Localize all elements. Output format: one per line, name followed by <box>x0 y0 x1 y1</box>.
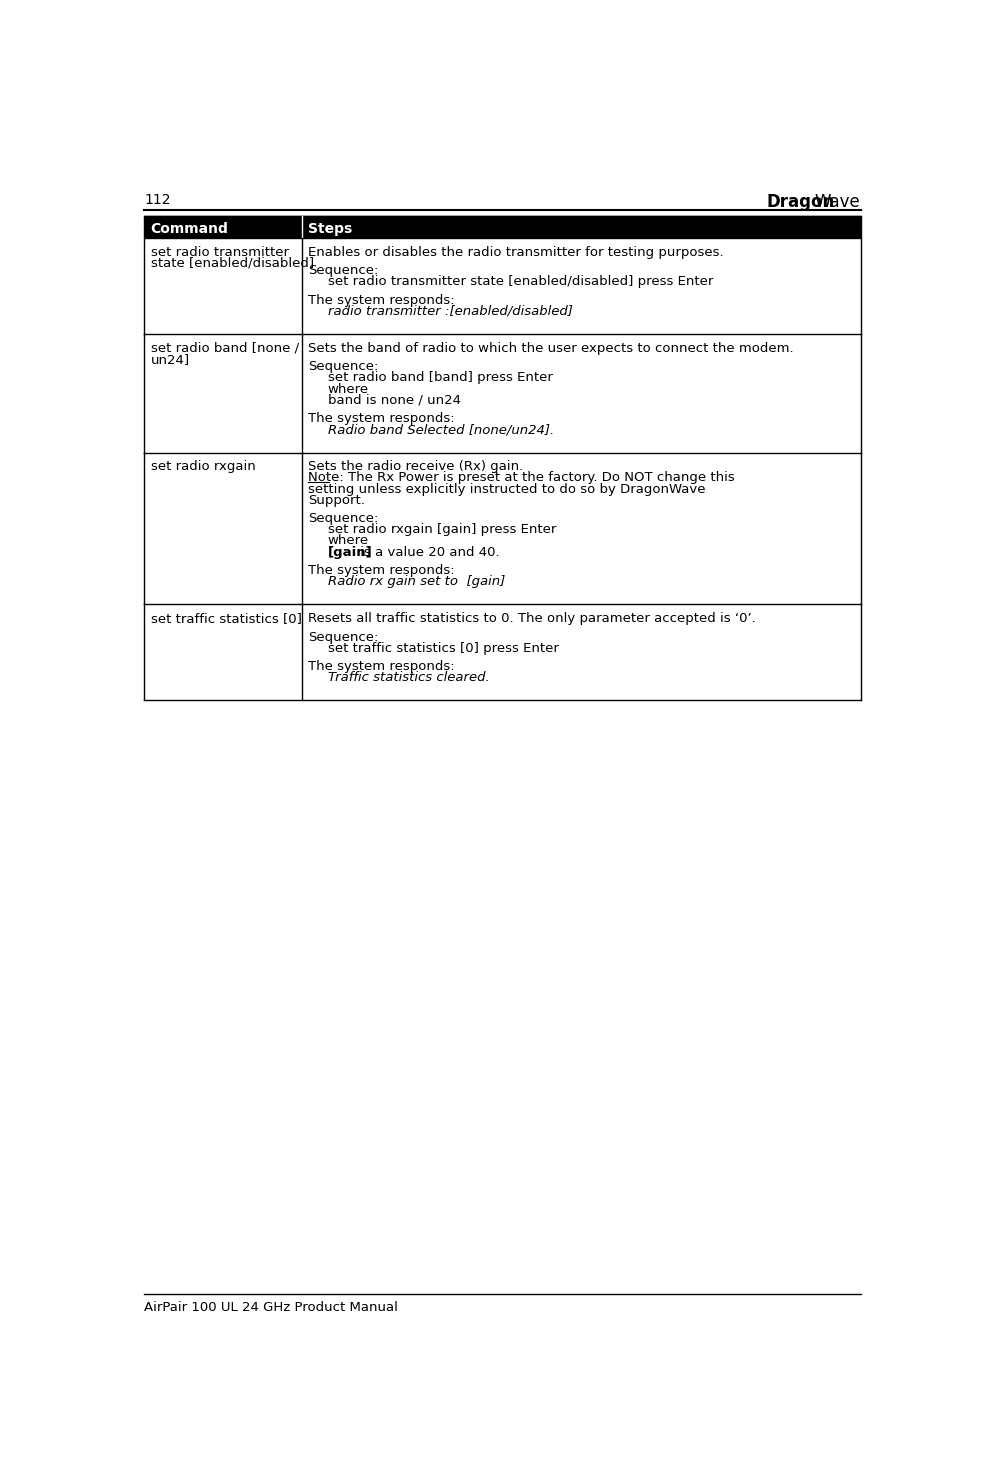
Text: The system responds:: The system responds: <box>308 564 455 577</box>
Text: state [enabled/disabled]: state [enabled/disabled] <box>150 257 314 270</box>
Text: where: where <box>328 383 369 396</box>
Text: Sequence:: Sequence: <box>308 264 379 277</box>
Text: set traffic statistics [0] press Enter: set traffic statistics [0] press Enter <box>328 642 558 654</box>
Text: Support.: Support. <box>308 494 365 507</box>
Text: is a value 20 and 40.: is a value 20 and 40. <box>355 546 499 559</box>
Text: 112: 112 <box>144 193 171 208</box>
Text: where: where <box>328 534 369 547</box>
Text: Steps: Steps <box>308 222 352 236</box>
Text: Wave: Wave <box>814 193 860 212</box>
Text: The system responds:: The system responds: <box>308 660 455 673</box>
Text: Note: The Rx Power is preset at the factory. Do NOT change this: Note: The Rx Power is preset at the fact… <box>308 472 735 485</box>
Text: un24]: un24] <box>150 353 189 366</box>
Text: Dragon: Dragon <box>766 193 835 212</box>
Text: setting unless explicitly instructed to do so by DragonWave: setting unless explicitly instructed to … <box>308 482 705 495</box>
Text: Sets the band of radio to which the user expects to connect the modem.: Sets the band of radio to which the user… <box>308 341 794 354</box>
Text: band is none / un24: band is none / un24 <box>328 393 461 406</box>
Bar <box>144 217 861 237</box>
Text: set radio transmitter: set radio transmitter <box>150 246 288 258</box>
Text: Traffic statistics cleared.: Traffic statistics cleared. <box>328 672 490 684</box>
Text: Command: Command <box>150 222 229 236</box>
Text: The system responds:: The system responds: <box>308 412 455 426</box>
Text: set radio band [none /: set radio band [none / <box>150 341 298 354</box>
Text: Sequence:: Sequence: <box>308 360 379 374</box>
Text: Sequence:: Sequence: <box>308 630 379 644</box>
Text: set radio transmitter state [enabled/disabled] press Enter: set radio transmitter state [enabled/dis… <box>328 276 713 288</box>
Text: Sequence:: Sequence: <box>308 512 379 525</box>
Text: set radio rxgain: set radio rxgain <box>150 460 255 473</box>
Text: set radio band [band] press Enter: set radio band [band] press Enter <box>328 371 552 384</box>
Text: set radio rxgain [gain] press Enter: set radio rxgain [gain] press Enter <box>328 523 556 537</box>
Text: Radio band Selected [none/un24].: Radio band Selected [none/un24]. <box>328 423 554 436</box>
Text: Enables or disables the radio transmitter for testing purposes.: Enables or disables the radio transmitte… <box>308 246 724 258</box>
Text: Sets the radio receive (Rx) gain.: Sets the radio receive (Rx) gain. <box>308 460 524 473</box>
Text: set traffic statistics [0]: set traffic statistics [0] <box>150 612 301 626</box>
Text: AirPair 100 UL 24 GHz Product Manual: AirPair 100 UL 24 GHz Product Manual <box>144 1301 398 1314</box>
Text: radio transmitter :[enabled/disabled]: radio transmitter :[enabled/disabled] <box>328 305 573 317</box>
Text: The system responds:: The system responds: <box>308 294 455 307</box>
Text: [gain]: [gain] <box>328 546 373 559</box>
Text: Radio rx gain set to  [gain]: Radio rx gain set to [gain] <box>328 575 505 589</box>
Text: Resets all traffic statistics to 0. The only parameter accepted is ‘0’.: Resets all traffic statistics to 0. The … <box>308 612 756 626</box>
